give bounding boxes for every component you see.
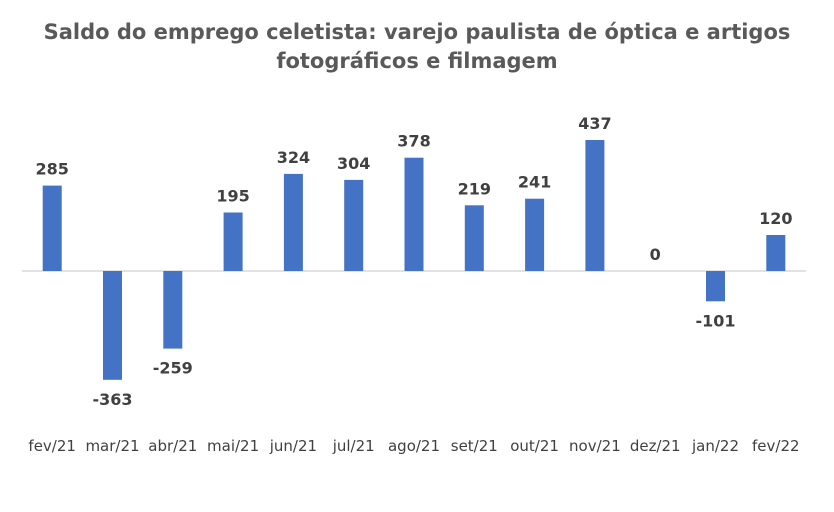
data-label-mai-21: 195: [216, 187, 249, 206]
bar-nov-21: [585, 140, 605, 271]
bar-mai-21: [223, 212, 243, 271]
x-tick-label-abr-21: abr/21: [148, 437, 197, 455]
bar-fev-21: [42, 185, 62, 271]
x-tick-label-fev-22: fev/22: [752, 437, 800, 455]
chart-title-line-1: Saldo do emprego celetista: varejo pauli…: [43, 20, 791, 44]
x-tick-label-nov-21: nov/21: [569, 437, 621, 455]
x-tick-label-jul-21: jul/21: [332, 437, 375, 455]
data-label-abr-21: -259: [153, 359, 193, 378]
bar-set-21: [464, 205, 484, 271]
bar-jun-21: [283, 173, 303, 271]
data-label-jan-22: -101: [695, 311, 735, 330]
x-tick-label-jun-21: jun/21: [269, 437, 317, 455]
data-label-jul-21: 304: [337, 154, 370, 173]
data-label-out-21: 241: [518, 173, 551, 192]
data-label-fev-22: 120: [759, 209, 792, 228]
data-label-jun-21: 324: [277, 148, 310, 167]
bar-out-21: [525, 198, 545, 271]
data-label-nov-21: 437: [578, 114, 611, 133]
chart-title-line-2: fotográficos e filmagem: [276, 49, 558, 73]
x-tick-label-fev-21: fev/21: [28, 437, 76, 455]
x-tick-label-dez-21: dez/21: [630, 437, 681, 455]
bar-abr-21: [163, 271, 183, 349]
bar-jan-22: [706, 271, 725, 302]
bar-jul-21: [344, 179, 364, 271]
data-label-ago-21: 378: [397, 132, 430, 151]
x-tick-label-out-21: out/21: [510, 437, 559, 455]
bar-ago-21: [404, 157, 424, 271]
bar-fev-22: [766, 235, 786, 271]
x-tick-label-mar-21: mar/21: [85, 437, 139, 455]
data-label-dez-21: 0: [650, 245, 661, 264]
x-tick-label-ago-21: ago/21: [388, 437, 440, 455]
x-tick-label-mai-21: mai/21: [207, 437, 259, 455]
x-tick-label-jan-22: jan/22: [691, 437, 739, 455]
bar-mar-21: [103, 271, 122, 380]
data-label-mar-21: -363: [92, 390, 132, 409]
chart-title: Saldo do emprego celetista: varejo pauli…: [0, 18, 834, 76]
x-tick-label-set-21: set/21: [451, 437, 498, 455]
data-label-fev-21: 285: [35, 160, 68, 179]
data-label-set-21: 219: [458, 179, 491, 198]
